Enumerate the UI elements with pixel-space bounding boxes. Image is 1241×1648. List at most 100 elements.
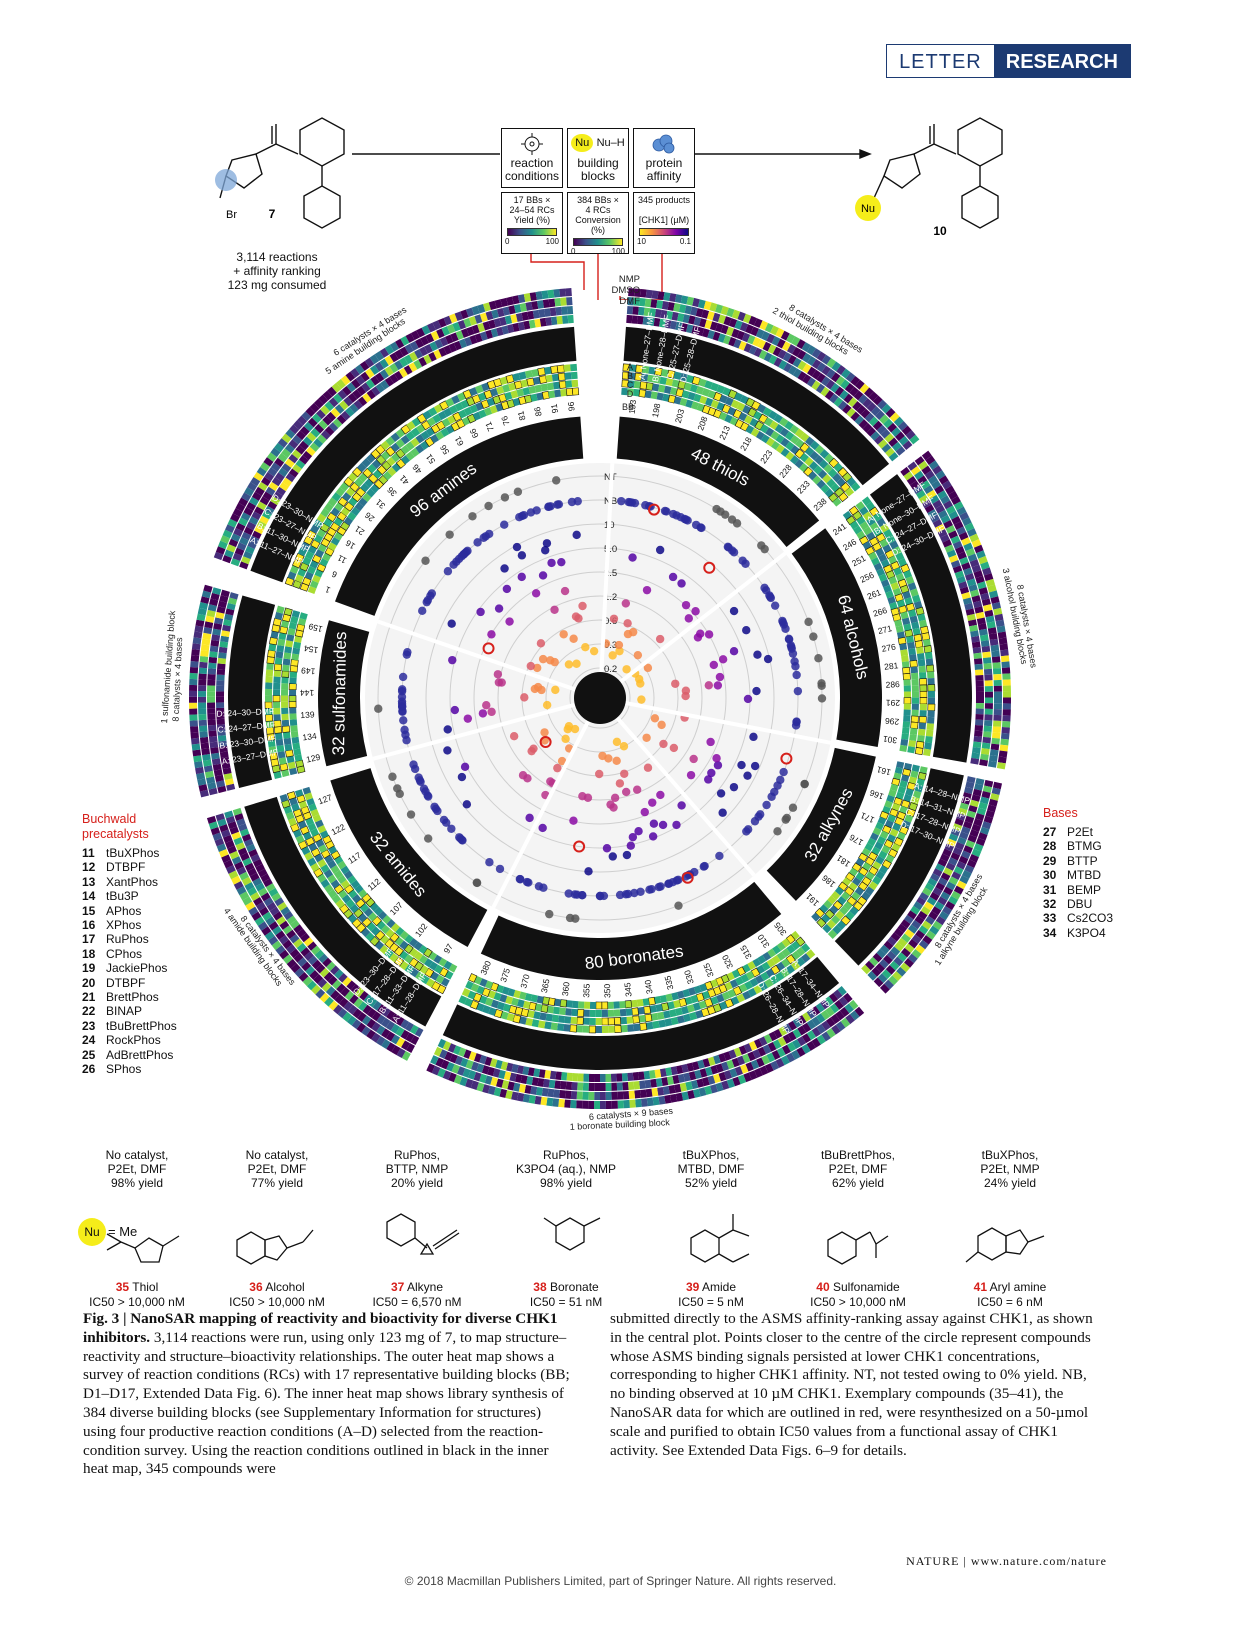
example-label: 41 Aryl amine bbox=[973, 1280, 1047, 1294]
outer-heatmap-cell bbox=[747, 334, 756, 345]
inner-heatmap-cell bbox=[469, 404, 479, 414]
affinity-point bbox=[550, 605, 559, 614]
outer-heatmap-cell bbox=[981, 821, 992, 830]
outer-heatmap-cell bbox=[560, 1081, 567, 1090]
outer-heatmap-cell bbox=[588, 1082, 595, 1091]
inner-heatmap-cell bbox=[901, 733, 909, 741]
outer-heatmap-cell bbox=[238, 517, 248, 527]
inner-heatmap-cell bbox=[851, 891, 861, 901]
outer-heatmap-cell bbox=[508, 305, 516, 315]
outer-heatmap-cell bbox=[296, 430, 306, 441]
inner-heatmap-cell bbox=[265, 682, 273, 690]
outer-heatmap-cell bbox=[286, 958, 297, 969]
inner-heatmap-cell bbox=[282, 731, 291, 739]
outer-heatmap-cell bbox=[268, 921, 279, 931]
outer-heatmap-cell bbox=[959, 831, 969, 840]
outer-heatmap-cell bbox=[973, 843, 984, 852]
outer-heatmap-cell bbox=[707, 1075, 716, 1085]
outer-heatmap-cell bbox=[198, 679, 207, 686]
outer-heatmap-cell bbox=[430, 1055, 439, 1065]
outer-heatmap-cell bbox=[981, 598, 991, 607]
outer-heatmap-cell bbox=[254, 486, 265, 496]
inner-heatmap-cell bbox=[894, 816, 904, 826]
outer-heatmap-cell bbox=[715, 304, 724, 314]
inner-heatmap-cell bbox=[893, 567, 903, 576]
outer-heatmap-cell bbox=[876, 948, 887, 959]
outer-heatmap-cell bbox=[961, 517, 972, 527]
outer-heatmap-cell bbox=[457, 1066, 466, 1076]
outer-heatmap-cell bbox=[256, 501, 267, 511]
outer-heatmap-cell bbox=[512, 1082, 521, 1092]
outer-heatmap-cell bbox=[945, 862, 956, 871]
outer-heatmap-cell bbox=[640, 1098, 648, 1107]
affinity-point bbox=[662, 507, 671, 516]
outer-heatmap-cell bbox=[605, 1082, 612, 1091]
inner-heatmap-cell bbox=[760, 971, 770, 981]
affinity-point bbox=[715, 851, 724, 861]
outer-heatmap-cell bbox=[367, 1008, 377, 1018]
outer-heatmap-cell bbox=[458, 338, 468, 349]
outer-heatmap-cell bbox=[895, 446, 906, 456]
outer-heatmap-cell bbox=[983, 573, 994, 582]
affinity-point bbox=[752, 686, 761, 696]
outer-heatmap-cell bbox=[200, 596, 210, 604]
outer-heatmap-cell bbox=[310, 428, 321, 438]
inner-heatmap-cell bbox=[382, 471, 393, 481]
outer-heatmap-cell bbox=[946, 549, 957, 558]
inner-heatmap-cell bbox=[926, 671, 935, 679]
inner-heatmap-cell bbox=[895, 573, 905, 582]
outer-heatmap-cell bbox=[943, 520, 953, 529]
bb-tick-label: 266 bbox=[872, 605, 889, 619]
outer-heatmap-cell bbox=[221, 762, 231, 770]
inner-heatmap-cell bbox=[907, 582, 917, 591]
outer-heatmap-cell bbox=[778, 360, 788, 370]
outer-heatmap-cell bbox=[974, 783, 984, 791]
inner-heatmap-cell bbox=[564, 372, 572, 380]
axis-ring-label: 0.3 bbox=[604, 640, 617, 651]
outer-heatmap-cell bbox=[915, 944, 926, 955]
inner-heatmap-cell bbox=[637, 1006, 645, 1015]
inner-heatmap-cell bbox=[701, 387, 711, 397]
outer-heatmap-cell bbox=[594, 1073, 600, 1082]
outer-heatmap-cell bbox=[548, 1079, 556, 1089]
inner-heatmap-cell bbox=[366, 922, 376, 932]
affinity-point bbox=[792, 670, 801, 680]
outer-heatmap-cell bbox=[376, 1014, 386, 1025]
outer-heatmap-cell bbox=[364, 357, 375, 368]
outer-heatmap-cell bbox=[224, 810, 234, 819]
inner-heatmap-cell bbox=[669, 1009, 677, 1018]
inner-heatmap-cell bbox=[865, 501, 876, 511]
outer-heatmap-cell bbox=[288, 439, 299, 449]
inner-heatmap-cell bbox=[489, 405, 498, 414]
inner-heatmap-cell bbox=[901, 661, 910, 668]
affinity-point bbox=[718, 655, 728, 664]
example-label: 35 Thiol bbox=[115, 1280, 159, 1294]
outer-heatmap-cell bbox=[189, 702, 198, 709]
inner-heatmap-cell bbox=[613, 1009, 621, 1017]
inner-heatmap-cell bbox=[418, 944, 428, 955]
outer-heatmap-cell bbox=[844, 1003, 854, 1014]
inner-heatmap-cell bbox=[286, 634, 295, 642]
inner-heatmap-cell bbox=[340, 865, 350, 875]
inner-heatmap-cell bbox=[409, 968, 420, 978]
outer-heatmap-cell bbox=[295, 445, 306, 455]
outer-heatmap-cell bbox=[875, 410, 885, 421]
inner-heatmap-cell bbox=[361, 458, 372, 468]
outer-heatmap-cell bbox=[519, 302, 527, 312]
outer-heatmap-cell bbox=[728, 1049, 737, 1059]
outer-heatmap-cell bbox=[296, 942, 307, 953]
outer-heatmap-cell bbox=[477, 322, 486, 333]
inner-heatmap-cell bbox=[735, 976, 744, 986]
outer-heatmap-cell bbox=[542, 299, 550, 309]
outer-heatmap-cell bbox=[404, 354, 413, 365]
inner-heatmap-cell bbox=[842, 877, 852, 887]
affinity-point bbox=[538, 571, 548, 580]
affinity-point bbox=[538, 654, 548, 664]
outer-heatmap-cell bbox=[796, 1047, 806, 1057]
outer-heatmap-cell bbox=[981, 742, 991, 750]
outer-heatmap-cell bbox=[213, 769, 223, 777]
outer-heatmap-cell bbox=[355, 375, 366, 386]
inner-heatmap-cell bbox=[268, 746, 277, 754]
outer-heatmap-cell bbox=[565, 1081, 573, 1090]
inner-heatmap-cell bbox=[887, 814, 897, 823]
